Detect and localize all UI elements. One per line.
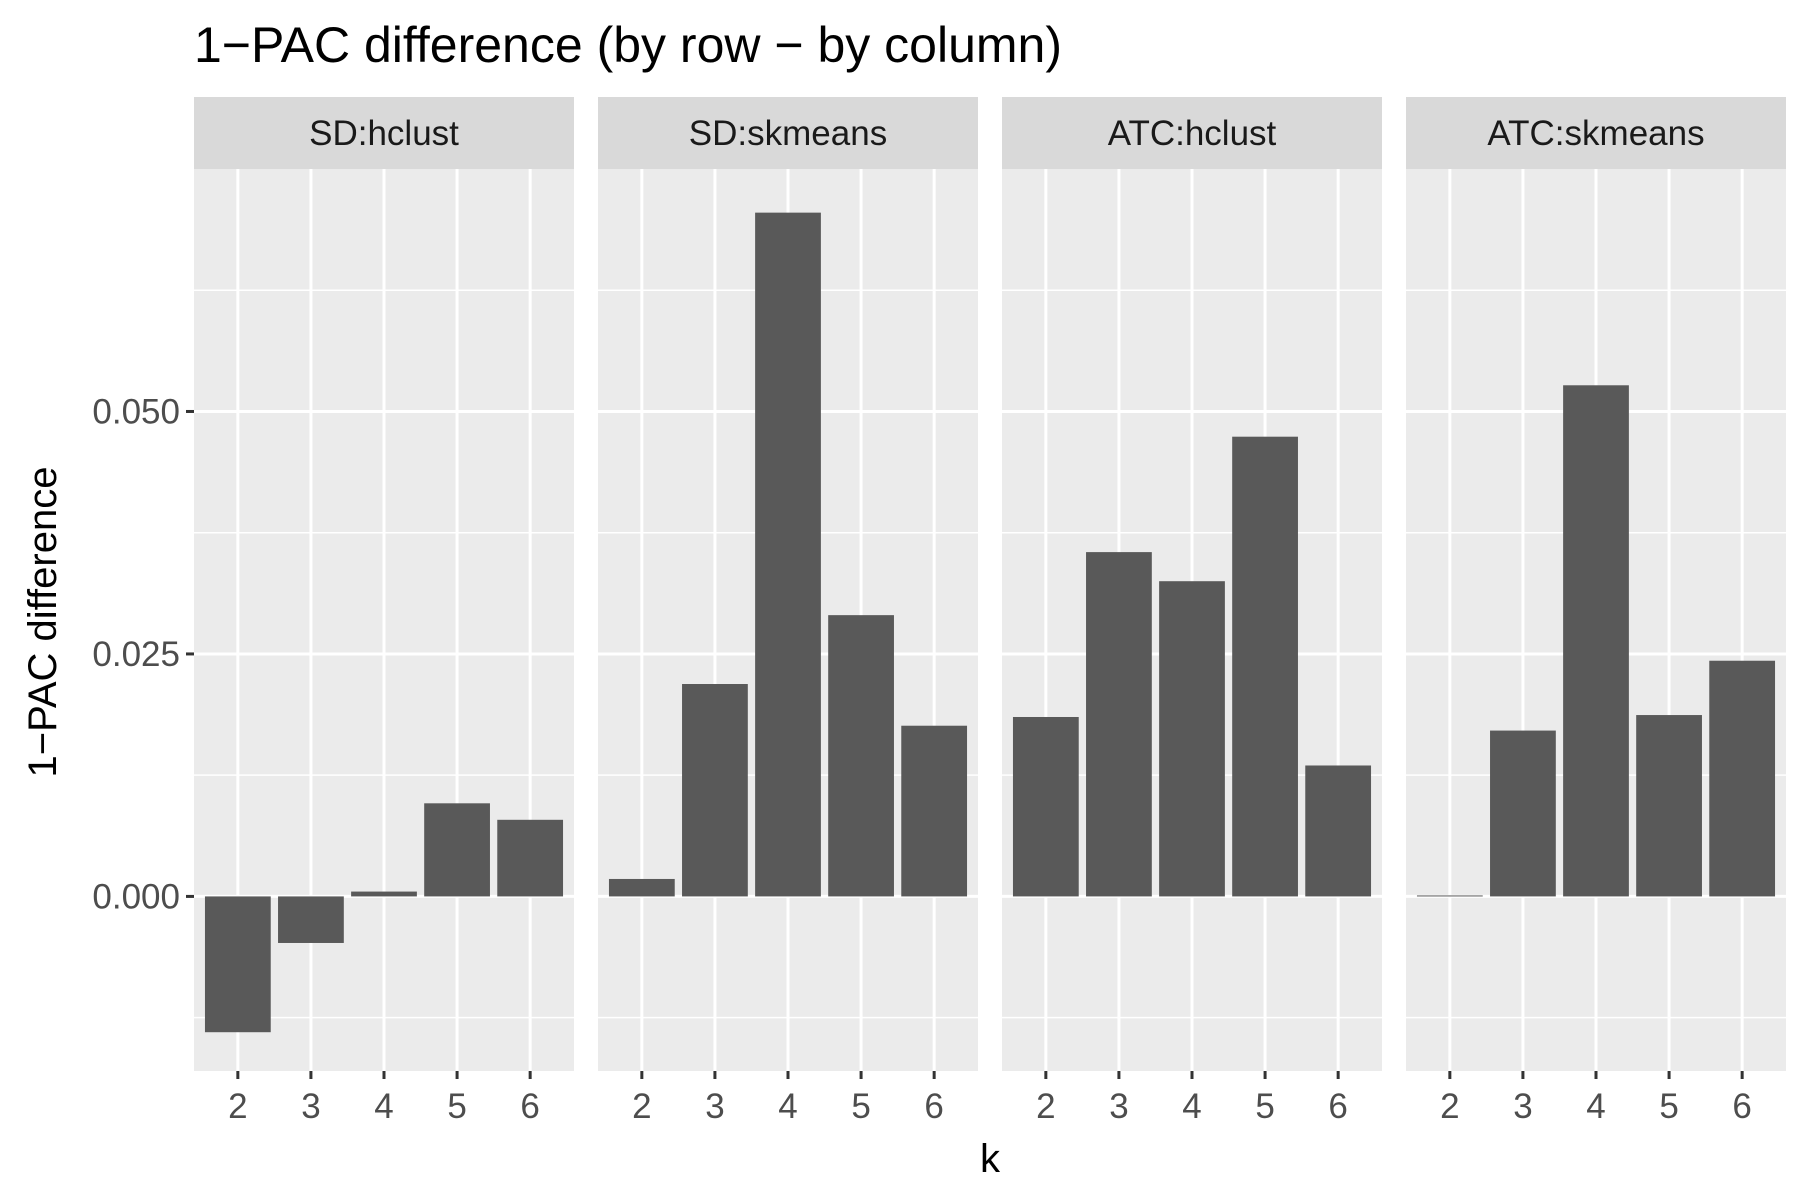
y-tick-label: 0.025 xyxy=(92,635,180,674)
facet-panel-1: SD:hclust 2 3 4 5 6 xyxy=(194,97,574,1126)
x-tick-label: 3 xyxy=(1109,1087,1128,1126)
facet-panel-3: ATC:hclust 2 3 4 5 6 xyxy=(1002,97,1382,1126)
bar-k3 xyxy=(278,896,344,943)
x-tick-label: 2 xyxy=(1036,1087,1055,1126)
y-tick-label: 0.000 xyxy=(92,877,180,916)
bar-k5 xyxy=(1636,715,1702,897)
facet-panels: SD:hclust 2 3 4 5 6 SD:skmeans 2 3 4 5 6 ATC:hclust 2… xyxy=(194,97,1786,1126)
bar-k6 xyxy=(1305,765,1372,897)
bar-k6 xyxy=(497,819,564,897)
facet-strip xyxy=(1406,97,1786,169)
x-tick-label: 2 xyxy=(632,1087,651,1126)
y-axis-title: 1−PAC difference xyxy=(21,467,65,778)
x-tick-label: 3 xyxy=(1513,1087,1532,1126)
bar-k5 xyxy=(424,803,490,897)
bar-k5 xyxy=(1232,436,1298,897)
y-axis: 0.000 0.025 0.050 xyxy=(92,392,194,916)
facet-panel-4: ATC:skmeans 2 3 4 5 6 xyxy=(1406,97,1786,1126)
x-tick-label: 4 xyxy=(778,1087,797,1126)
x-tick-label: 5 xyxy=(851,1087,870,1126)
facet-label: SD:skmeans xyxy=(689,114,887,153)
bar-k3 xyxy=(682,684,748,897)
x-tick-label: 4 xyxy=(374,1087,393,1126)
x-tick-label: 3 xyxy=(705,1087,724,1126)
bar-k6 xyxy=(901,725,968,897)
x-tick-label: 6 xyxy=(924,1087,943,1126)
bar-k3 xyxy=(1086,552,1152,897)
x-tick-label: 5 xyxy=(1659,1087,1678,1126)
x-tick-label: 5 xyxy=(1255,1087,1274,1126)
x-tick-label: 6 xyxy=(1328,1087,1347,1126)
x-axis-title: k xyxy=(980,1137,1001,1181)
bar-k3 xyxy=(1490,730,1556,897)
x-tick-label: 2 xyxy=(228,1087,247,1126)
facet-strip xyxy=(1002,97,1382,169)
bar-k2 xyxy=(608,878,675,897)
bar-k2 xyxy=(1416,895,1483,897)
x-tick-label: 4 xyxy=(1586,1087,1605,1126)
facet-label: ATC:skmeans xyxy=(1487,114,1704,153)
bar-k2 xyxy=(1012,716,1079,897)
bar-k4 xyxy=(755,212,821,897)
facet-panel-2: SD:skmeans 2 3 4 5 6 xyxy=(598,97,978,1126)
x-tick-label: 4 xyxy=(1182,1087,1201,1126)
x-tick-label: 6 xyxy=(520,1087,539,1126)
x-tick-label: 5 xyxy=(447,1087,466,1126)
chart-title: 1−PAC difference (by row − by column) xyxy=(194,17,1062,73)
x-tick-label: 2 xyxy=(1440,1087,1459,1126)
facet-label: SD:hclust xyxy=(309,114,459,153)
bar-k4 xyxy=(351,891,417,897)
bar-k2 xyxy=(204,896,271,1033)
bar-k5 xyxy=(828,615,894,897)
x-tick-label: 3 xyxy=(301,1087,320,1126)
bar-k4 xyxy=(1159,581,1225,897)
y-tick-label: 0.050 xyxy=(92,392,180,431)
facet-strip xyxy=(598,97,978,169)
x-tick-label: 6 xyxy=(1732,1087,1751,1126)
bar-k6 xyxy=(1709,660,1776,897)
facet-label: ATC:hclust xyxy=(1108,114,1277,153)
facet-strip xyxy=(194,97,574,169)
bar-k4 xyxy=(1563,385,1629,897)
